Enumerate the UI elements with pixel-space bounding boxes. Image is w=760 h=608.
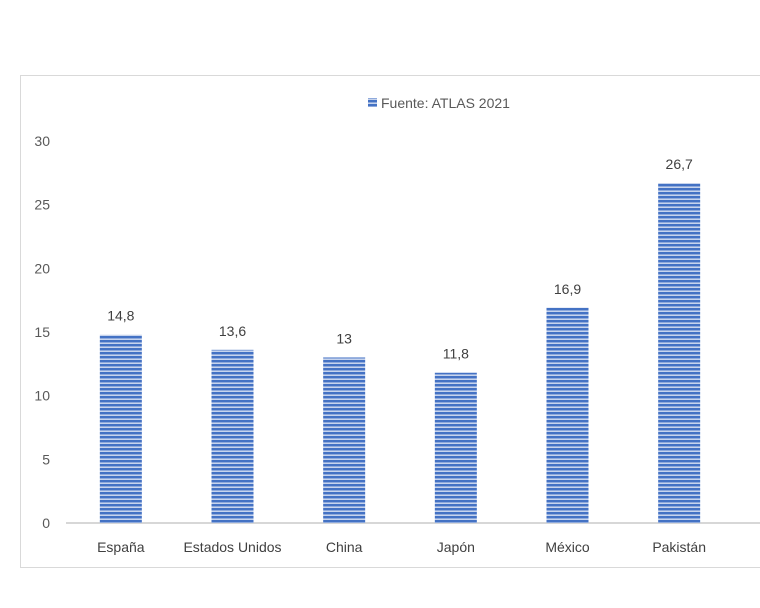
legend-label: Fuente: ATLAS 2021 (381, 95, 510, 111)
category-label: China (326, 539, 363, 555)
legend-swatch (368, 98, 377, 107)
legend: Fuente: ATLAS 2021 (368, 95, 510, 111)
bar (546, 307, 589, 523)
y-axis: 0 5 10 15 20 25 30 (34, 133, 50, 531)
category-label: México (545, 539, 590, 555)
bar (211, 349, 254, 523)
y-tick-label: 25 (34, 197, 50, 213)
category-label: Japón (437, 539, 475, 555)
category-label: Pakistán (652, 539, 706, 555)
data-label: 16,9 (554, 281, 581, 297)
bar (99, 334, 142, 523)
y-tick-label: 30 (34, 133, 50, 149)
x-axis: España Estados Unidos China Japón México Paki… (66, 522, 760, 555)
data-label: 13 (336, 330, 352, 346)
bar (434, 372, 477, 523)
bar (323, 357, 366, 523)
data-label: 13,6 (219, 323, 246, 339)
bar-series (99, 183, 701, 523)
data-labels: 14,8 13,6 13 11,8 16,9 26,7 (107, 156, 693, 362)
y-tick-label: 10 (34, 388, 50, 404)
y-tick-label: 0 (42, 515, 50, 531)
data-label: 11,8 (443, 346, 469, 362)
data-label: 26,7 (666, 156, 693, 172)
bar (658, 183, 701, 523)
y-tick-label: 15 (34, 324, 50, 340)
data-label: 14,8 (107, 308, 134, 324)
y-tick-label: 20 (34, 260, 50, 276)
category-label: Estados Unidos (183, 539, 281, 555)
y-tick-label: 5 (42, 451, 50, 467)
chart-frame (20, 75, 760, 568)
category-label: España (97, 539, 145, 555)
